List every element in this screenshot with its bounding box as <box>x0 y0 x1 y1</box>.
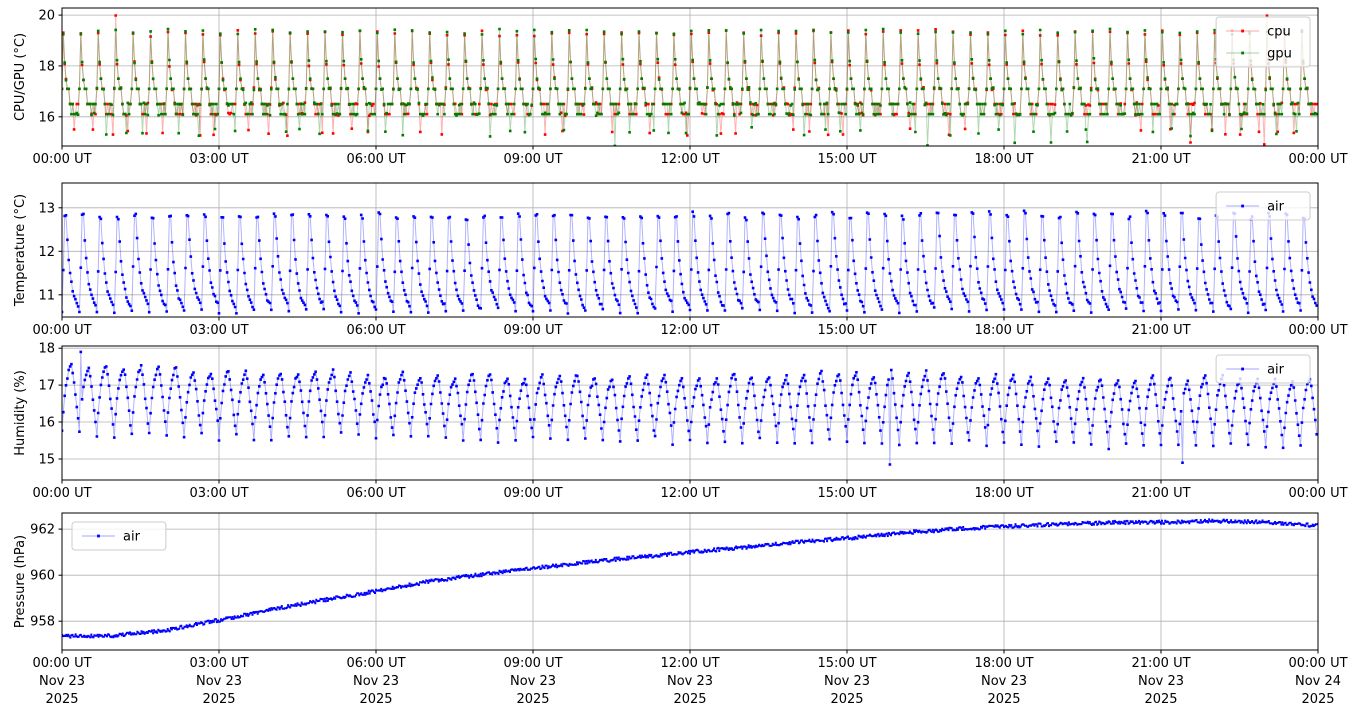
series-line-air <box>62 351 1318 465</box>
plot-area-temperature <box>62 209 1318 315</box>
y-axis-label-temperature: Temperature (°C) <box>13 194 28 307</box>
legend-label-gpu: gpu <box>1267 47 1292 62</box>
x-year-label: 2025 <box>1144 692 1177 707</box>
series-line-cpu <box>62 15 1317 145</box>
x-tick-label: 00:00 UT <box>32 656 91 671</box>
y-axis-label-cpu-gpu: CPU/GPU (°C) <box>13 33 28 121</box>
x-tick-label: 00:00 UT <box>1288 486 1347 501</box>
series-markers-air <box>62 350 1318 466</box>
x-year-label: 2025 <box>1301 692 1334 707</box>
y-tick-label: 16 <box>38 110 55 125</box>
x-date-label: Nov 23 <box>196 674 242 689</box>
plot-area-cpu-gpu <box>62 14 1318 146</box>
x-date-label: Nov 23 <box>981 674 1027 689</box>
x-tick-label: 03:00 UT <box>189 486 248 501</box>
series-line-gpu <box>62 28 1317 146</box>
x-date-label: Nov 23 <box>667 674 713 689</box>
x-tick-label: 12:00 UT <box>660 656 719 671</box>
axes-humidity: 00:00 UT 03:00 UT 06:00 UT 09:00 UT 12:00 UT… <box>13 342 1348 501</box>
x-tick-label: 06:00 UT <box>346 152 405 167</box>
x-year-label: 2025 <box>516 692 549 707</box>
x-tick-label: 00:00 UT <box>1288 656 1347 671</box>
plot-area-humidity <box>62 350 1318 466</box>
axes-cpu-gpu: 00:00 UT 03:00 UT 06:00 UT 09:00 UT 12:00 UT… <box>13 7 1348 167</box>
x-tick-label: 06:00 UT <box>346 323 405 338</box>
y-axis-label-pressure: Pressure (hPa) <box>13 535 28 628</box>
x-year-label: 2025 <box>202 692 235 707</box>
x-date-label: Nov 23 <box>353 674 399 689</box>
legend: air <box>1215 191 1311 221</box>
legend: cpu gpu <box>1215 16 1311 68</box>
x-date-label: Nov 23 <box>824 674 870 689</box>
y-tick-label: 15 <box>38 453 55 468</box>
x-tick-label: 00:00 UT <box>1288 323 1347 338</box>
y-tick-label: 960 <box>30 569 55 584</box>
y-tick-label: 11 <box>38 288 55 303</box>
x-tick-label: 18:00 UT <box>974 486 1033 501</box>
legend: air <box>71 521 167 551</box>
y-tick-label: 16 <box>38 416 55 431</box>
legend-label-air: air <box>123 530 141 545</box>
y-tick-label: 20 <box>38 9 55 24</box>
x-tick-label: 09:00 UT <box>503 486 562 501</box>
series-markers-gpu <box>62 27 1318 146</box>
x-date-label: Nov 23 <box>1138 674 1184 689</box>
plot-area-pressure <box>62 518 1318 639</box>
x-tick-label: 12:00 UT <box>660 152 719 167</box>
x-tick-label: 00:00 UT <box>1288 152 1347 167</box>
x-year-label: 2025 <box>673 692 706 707</box>
legend-label-air: air <box>1267 363 1285 378</box>
x-year-label: 2025 <box>830 692 863 707</box>
legend: air <box>1215 354 1311 384</box>
x-tick-label: 18:00 UT <box>974 323 1033 338</box>
y-tick-label: 18 <box>38 59 55 74</box>
x-tick-label: 09:00 UT <box>503 323 562 338</box>
y-tick-label: 18 <box>38 342 55 357</box>
legend-label-cpu: cpu <box>1267 25 1291 40</box>
axes-pressure: 00:00 UT Nov 23 2025 03:00 UT Nov 23 2025 06:0… <box>13 512 1348 707</box>
x-year-label: 2025 <box>987 692 1020 707</box>
x-date-label: Nov 23 <box>510 674 556 689</box>
series-markers-air <box>62 518 1318 639</box>
axes-temperature: 00:00 UT 03:00 UT 06:00 UT 09:00 UT 12:00 UT… <box>13 182 1348 338</box>
x-tick-label: 06:00 UT <box>346 486 405 501</box>
y-tick-label: 958 <box>30 615 55 630</box>
x-tick-label: 03:00 UT <box>189 152 248 167</box>
y-tick-label: 962 <box>30 523 55 538</box>
x-tick-label: 12:00 UT <box>660 323 719 338</box>
y-tick-label: 13 <box>38 201 55 216</box>
x-tick-label: 21:00 UT <box>1131 152 1190 167</box>
x-tick-label: 15:00 UT <box>817 323 876 338</box>
y-tick-label: 12 <box>38 245 55 260</box>
x-tick-label: 09:00 UT <box>503 656 562 671</box>
x-tick-label: 18:00 UT <box>974 656 1033 671</box>
x-year-label: 2025 <box>45 692 78 707</box>
legend-label-air: air <box>1267 200 1285 215</box>
x-date-label: Nov 23 <box>39 674 85 689</box>
x-tick-label: 03:00 UT <box>189 323 248 338</box>
x-tick-label: 21:00 UT <box>1131 323 1190 338</box>
x-tick-label: 06:00 UT <box>346 656 405 671</box>
x-tick-label: 12:00 UT <box>660 486 719 501</box>
x-tick-label: 15:00 UT <box>817 486 876 501</box>
x-tick-label: 00:00 UT <box>32 486 91 501</box>
x-date-label: Nov 24 <box>1295 674 1341 689</box>
x-tick-label: 00:00 UT <box>32 152 91 167</box>
x-year-label: 2025 <box>359 692 392 707</box>
x-tick-label: 15:00 UT <box>817 656 876 671</box>
x-tick-label: 09:00 UT <box>503 152 562 167</box>
x-tick-label: 15:00 UT <box>817 152 876 167</box>
y-tick-label: 17 <box>38 379 55 394</box>
x-tick-label: 00:00 UT <box>32 323 91 338</box>
x-tick-label: 21:00 UT <box>1131 656 1190 671</box>
x-tick-label: 18:00 UT <box>974 152 1033 167</box>
x-tick-label: 21:00 UT <box>1131 486 1190 501</box>
y-axis-label-humidity: Humidity (%) <box>13 370 28 456</box>
x-tick-label: 03:00 UT <box>189 656 248 671</box>
